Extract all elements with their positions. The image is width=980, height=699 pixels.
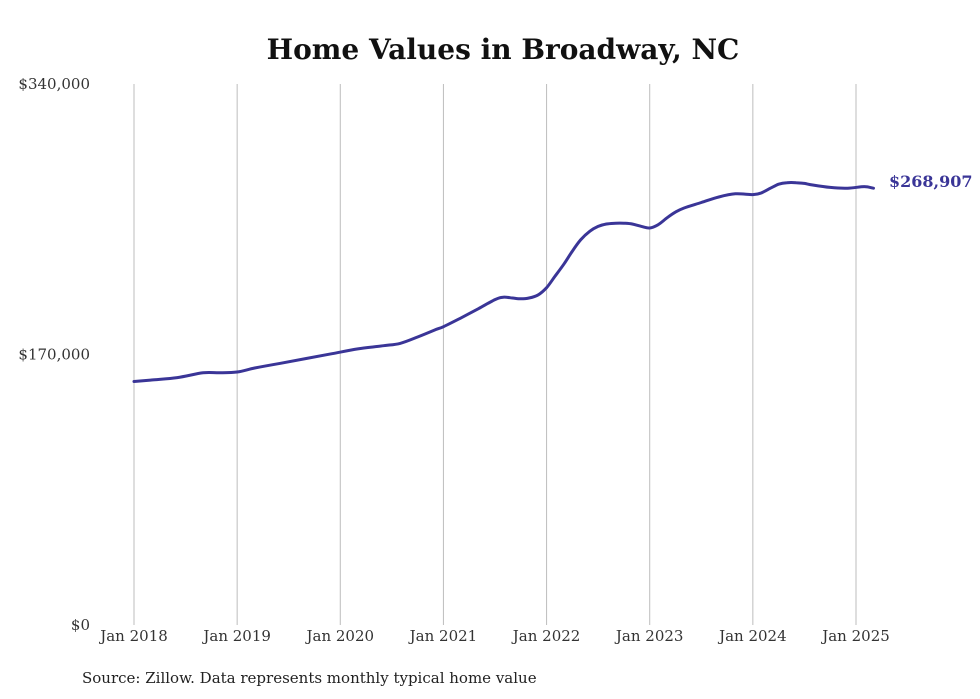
y-tick-label: $0 — [71, 616, 90, 634]
x-tick-label: Jan 2025 — [820, 627, 890, 645]
x-tick-label: Jan 2024 — [717, 627, 787, 645]
axis: Jan 2018 Jan 2019 Jan 2020 Jan 2021 Jan 2022… — [18, 75, 889, 645]
x-tick-label: Jan 2020 — [305, 627, 375, 645]
x-tick-label: Jan 2022 — [511, 627, 581, 645]
series-layer — [132, 181, 875, 383]
x-tick-label: Jan 2018 — [98, 627, 168, 645]
x-tick-label: Jan 2019 — [201, 627, 271, 645]
y-tick-label: $340,000 — [18, 75, 90, 93]
series-line — [132, 181, 875, 383]
y-tick-label: $170,000 — [18, 346, 90, 364]
x-tick-label: Jan 2021 — [408, 627, 478, 645]
source-note: Source: Zillow. Data represents monthly … — [82, 669, 537, 687]
x-tick-label: Jan 2023 — [614, 627, 684, 645]
end-value-label: $268,907 — [889, 172, 973, 191]
grid-lines — [133, 84, 857, 625]
chart-title: Home Values in Broadway, NC — [267, 33, 740, 66]
